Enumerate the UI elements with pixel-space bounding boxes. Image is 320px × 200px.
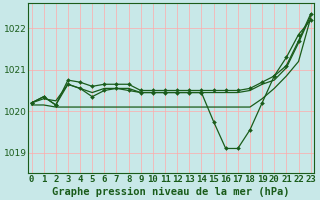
- X-axis label: Graphe pression niveau de la mer (hPa): Graphe pression niveau de la mer (hPa): [52, 186, 290, 197]
